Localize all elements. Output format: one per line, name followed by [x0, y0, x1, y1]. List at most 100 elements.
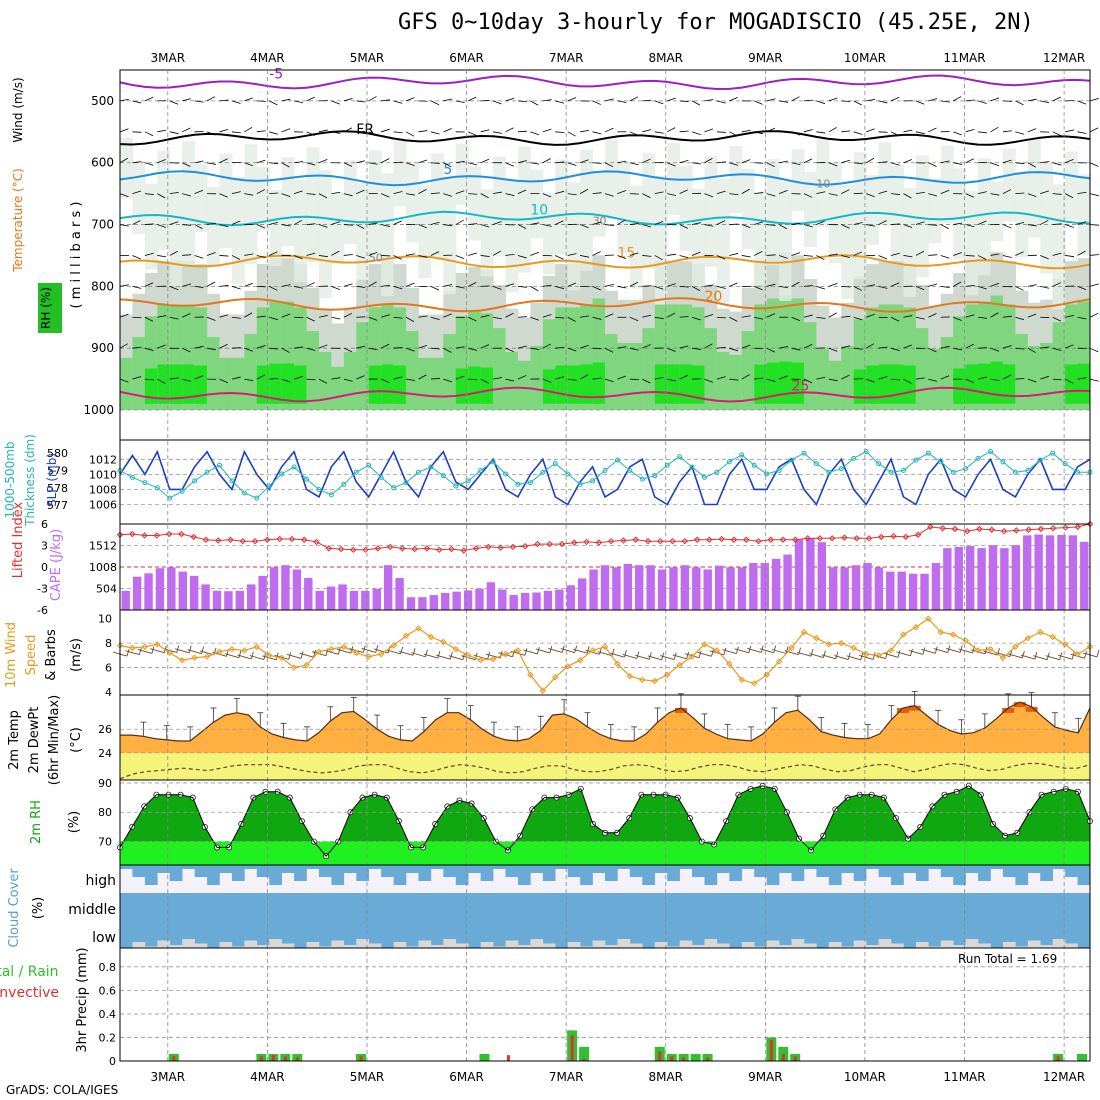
wind-barb: [256, 130, 266, 133]
rh2m-lower-band: [120, 841, 1090, 865]
wind-barb: [430, 131, 440, 135]
rh-shade-90: [281, 363, 295, 404]
wind-barb: [269, 131, 278, 135]
wind-barb: [293, 375, 303, 380]
wind10m-barb: [747, 648, 762, 653]
cloud-low-bar: [940, 940, 954, 948]
wind10m-barb-flag: [673, 652, 677, 660]
wind-barb: [368, 281, 377, 287]
wind-barb: [866, 284, 876, 287]
pressure-tick: 800: [91, 279, 114, 293]
wind-barb: [1052, 223, 1062, 225]
wind-barb: [144, 223, 154, 225]
cape-bar: [429, 595, 439, 610]
rh-shade-70: [517, 360, 531, 410]
wind-barb: [679, 130, 689, 133]
wind-barbs: [119, 96, 1100, 384]
wind-barb: [505, 162, 514, 167]
precip-convective-bar: [172, 1056, 176, 1061]
wind-barb: [642, 344, 651, 349]
wind-barb: [430, 221, 440, 225]
wind-barb: [1002, 224, 1012, 229]
wind-speed-point: [676, 661, 683, 669]
wind-barb: [244, 126, 253, 133]
wind-barb: [169, 316, 179, 320]
wind-barb: [542, 193, 552, 198]
wind-barb: [567, 347, 577, 352]
wind-barb: [642, 285, 652, 287]
cape-bar: [132, 576, 142, 610]
thickness-point: [328, 492, 334, 498]
wind-barb: [965, 378, 975, 384]
wind-barb: [294, 161, 304, 164]
wind-barb: [803, 314, 813, 318]
wind10m-barb: [647, 655, 662, 661]
wind-barb: [293, 219, 303, 225]
wind-barb: [219, 224, 229, 228]
wind-barb: [592, 221, 602, 225]
rh-shade-90: [978, 363, 992, 404]
cape-bar: [646, 565, 655, 610]
cape-bar: [338, 584, 347, 610]
rh-shade-70: [443, 334, 457, 410]
wind-speed-point: [1012, 643, 1019, 650]
thickness-point: [639, 476, 645, 482]
wind-barb: [803, 193, 813, 198]
rh-shade-upper: [132, 160, 146, 234]
wind-barb: [530, 222, 540, 225]
wind-barb: [119, 98, 129, 102]
cloud-high-bar: [679, 865, 693, 869]
cloud-high-bar: [368, 865, 382, 869]
rh-shade-90: [866, 365, 880, 404]
wind-barb: [132, 161, 142, 164]
wind10m-barb: [237, 654, 252, 660]
wind-barb: [741, 315, 751, 318]
wind10m-barb: [411, 652, 426, 658]
cloud-low-bar: [169, 945, 183, 948]
wind-barb: [704, 128, 714, 133]
wind-barb: [182, 283, 191, 287]
wind-barb: [517, 130, 527, 133]
rh-shade-upper: [965, 191, 979, 296]
cloud-high-bar: [580, 865, 593, 885]
pressure-tick: 500: [91, 94, 114, 108]
wind-barb: [990, 282, 1000, 287]
date-tick-bottom: 5MAR: [350, 1070, 385, 1084]
wind-barb: [1052, 316, 1062, 322]
wind-barb: [754, 285, 763, 291]
wind-barb: [430, 377, 440, 380]
wind-barb: [331, 221, 341, 225]
wind-barb: [853, 100, 862, 106]
wind10m-barb-flag: [487, 652, 491, 660]
temp2m-max-mark: [897, 707, 910, 713]
rh-shade-upper: [1027, 138, 1041, 238]
wind-barb: [691, 347, 702, 350]
cloud-low-bar: [1002, 942, 1016, 948]
wind-barb: [1052, 282, 1062, 287]
wind-barb: [1089, 312, 1099, 318]
wind-barb: [716, 131, 726, 133]
rh-shade-upper: [505, 179, 519, 293]
wind-barb: [878, 100, 888, 104]
wind-speed-point: [1074, 650, 1081, 658]
wind-barb: [679, 255, 689, 259]
rh-shade-upper: [542, 192, 556, 275]
wind-barb: [555, 346, 565, 349]
wind-barb: [393, 347, 403, 349]
wind-barb: [219, 314, 229, 318]
wind-barb: [1052, 162, 1062, 166]
wind-barb: [617, 100, 627, 103]
thickness-point: [627, 467, 633, 473]
rh-shade-90: [990, 361, 1004, 404]
wind-barb: [841, 315, 851, 318]
wind10m-barb-flag: [188, 645, 192, 653]
temp2m-max-mark: [908, 705, 921, 711]
wind-barb: [828, 253, 838, 256]
rh-shade-70: [803, 322, 817, 410]
wind10m-barb-flag: [250, 651, 254, 660]
wind-barb: [754, 192, 764, 195]
wind-barb: [1002, 159, 1012, 164]
cloud-high-bar: [455, 865, 469, 885]
wind-barb: [853, 131, 863, 135]
wind-barb: [368, 131, 378, 136]
